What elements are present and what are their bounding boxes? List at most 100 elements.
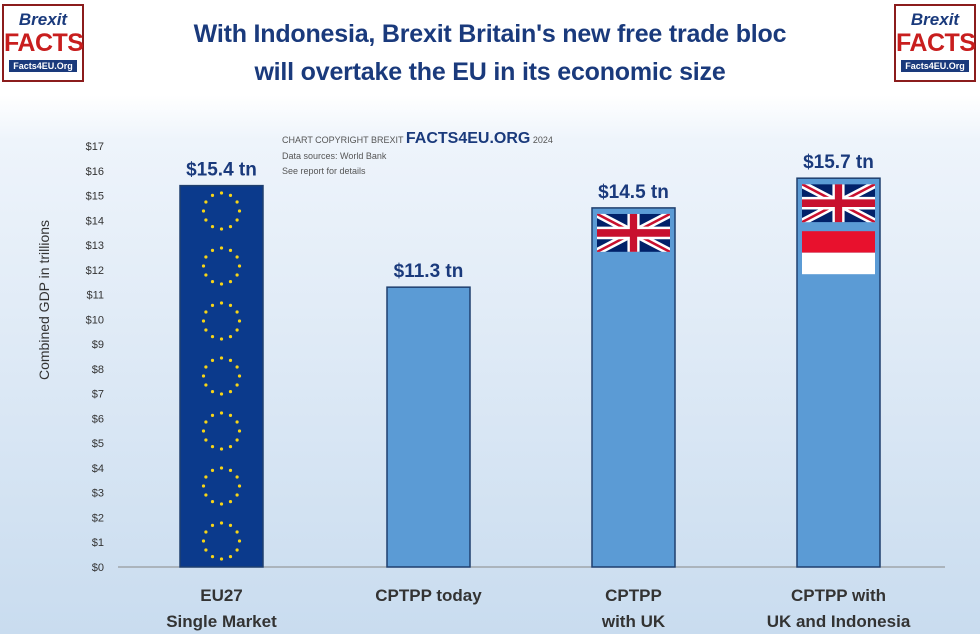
eu-star — [219, 282, 224, 286]
eu-star — [228, 224, 233, 229]
eu-star — [237, 539, 242, 543]
eu-star — [237, 319, 242, 323]
eu-star — [219, 227, 224, 231]
data-label: $11.3 tn — [394, 261, 464, 282]
eu-star — [228, 248, 233, 253]
eu-star — [219, 411, 224, 415]
eu-star — [237, 484, 242, 488]
uk-flag-icon — [597, 213, 670, 252]
y-tick-label: $10 — [86, 314, 104, 326]
eu-star — [219, 246, 224, 250]
eu-star — [228, 279, 233, 284]
eu-star-circle-icon — [201, 191, 242, 231]
eu-star — [235, 273, 239, 277]
eu-star — [235, 310, 239, 314]
y-tick-label: $14 — [86, 215, 104, 227]
y-tick-label: $2 — [92, 512, 104, 524]
category-label: CPTPP today — [375, 586, 482, 605]
eu-star — [219, 521, 224, 525]
y-tick-label: $9 — [92, 339, 104, 351]
logo-facts-text: FACTS — [4, 29, 84, 57]
copyright-year: 2024 — [532, 135, 553, 145]
eu-star — [235, 530, 239, 534]
eu-star — [204, 365, 208, 369]
eu-star — [201, 429, 206, 433]
logo-url-text: Facts4EU.Org — [901, 60, 969, 72]
eu-star — [210, 193, 215, 198]
chart-copyright: CHART COPYRIGHT BREXIT FACTS4EU.ORG 2024 — [282, 130, 553, 148]
eu-star — [235, 438, 239, 442]
eu-star — [204, 273, 208, 277]
y-tick-label: $17 — [86, 141, 104, 153]
eu-star — [210, 389, 215, 394]
eu-star — [210, 224, 215, 229]
copyright-brand: FACTS4EU.ORG — [405, 130, 531, 147]
eu-star — [237, 264, 242, 268]
logo-url-text: Facts4EU.Org — [9, 60, 77, 72]
eu-star — [219, 301, 224, 305]
y-tick-label: $7 — [92, 389, 104, 401]
eu-star — [228, 389, 233, 394]
bar — [591, 207, 676, 568]
data-source-note: Data sources: World Bank — [282, 151, 387, 161]
eu-star — [210, 413, 215, 418]
eu-star — [219, 356, 224, 360]
eu-star — [235, 255, 239, 259]
eu-star — [210, 334, 215, 339]
eu-star — [204, 255, 208, 259]
eu-star — [204, 475, 208, 479]
category-label: with UK — [601, 612, 666, 631]
eu-star — [204, 383, 208, 387]
eu-star — [228, 468, 233, 473]
eu-star — [204, 218, 208, 222]
brexit-facts-logo-left: Brexit FACTS Facts4EU.Org — [2, 4, 84, 82]
eu-star — [235, 475, 239, 479]
eu-star — [210, 499, 215, 504]
y-tick-label: $1 — [92, 537, 104, 549]
eu-star — [228, 413, 233, 418]
eu-star — [219, 557, 224, 561]
logo-facts-text: FACTS — [896, 29, 976, 57]
eu-star — [210, 303, 215, 308]
category-label: CPTPP — [605, 586, 662, 605]
eu-star — [235, 328, 239, 332]
eu-star — [228, 334, 233, 339]
eu-star — [210, 279, 215, 284]
eu-star — [204, 438, 208, 442]
eu-star — [235, 493, 239, 497]
eu-star-circle-icon — [201, 466, 242, 506]
y-tick-label: $16 — [86, 166, 104, 178]
eu-star — [201, 539, 206, 543]
eu-star — [228, 303, 233, 308]
y-tick-label: $8 — [92, 364, 104, 376]
copyright-prefix: CHART COPYRIGHT BREXIT — [282, 135, 404, 145]
logo-brexit-text: Brexit — [910, 10, 960, 29]
data-label: $15.4 tn — [186, 160, 257, 181]
eu-star — [235, 365, 239, 369]
eu-star — [237, 429, 242, 433]
y-tick-label: $6 — [92, 413, 104, 425]
eu-star-circle-icon — [201, 411, 242, 451]
eu-star-circle-icon — [201, 356, 242, 396]
eu-star — [235, 200, 239, 204]
eu-star-circle-icon — [201, 521, 242, 561]
eu-star — [228, 554, 233, 559]
category-label: Single Market — [166, 612, 277, 631]
eu-star — [237, 209, 242, 213]
eu-star — [201, 484, 206, 488]
bar — [179, 184, 264, 568]
eu-star — [210, 523, 215, 528]
eu-star — [235, 420, 239, 424]
y-tick-label: $5 — [92, 438, 104, 450]
indonesia-flag-red — [802, 231, 875, 253]
eu-star — [204, 420, 208, 424]
eu-star — [219, 502, 224, 506]
eu-star — [201, 374, 206, 378]
category-label: CPTPP with — [791, 586, 886, 605]
indonesia-flag-icon — [802, 231, 875, 275]
y-tick-label: $12 — [86, 265, 104, 277]
data-label: $14.5 tn — [598, 182, 669, 203]
eu-star — [201, 209, 206, 213]
eu-star — [219, 392, 224, 396]
eu-star — [201, 319, 206, 323]
